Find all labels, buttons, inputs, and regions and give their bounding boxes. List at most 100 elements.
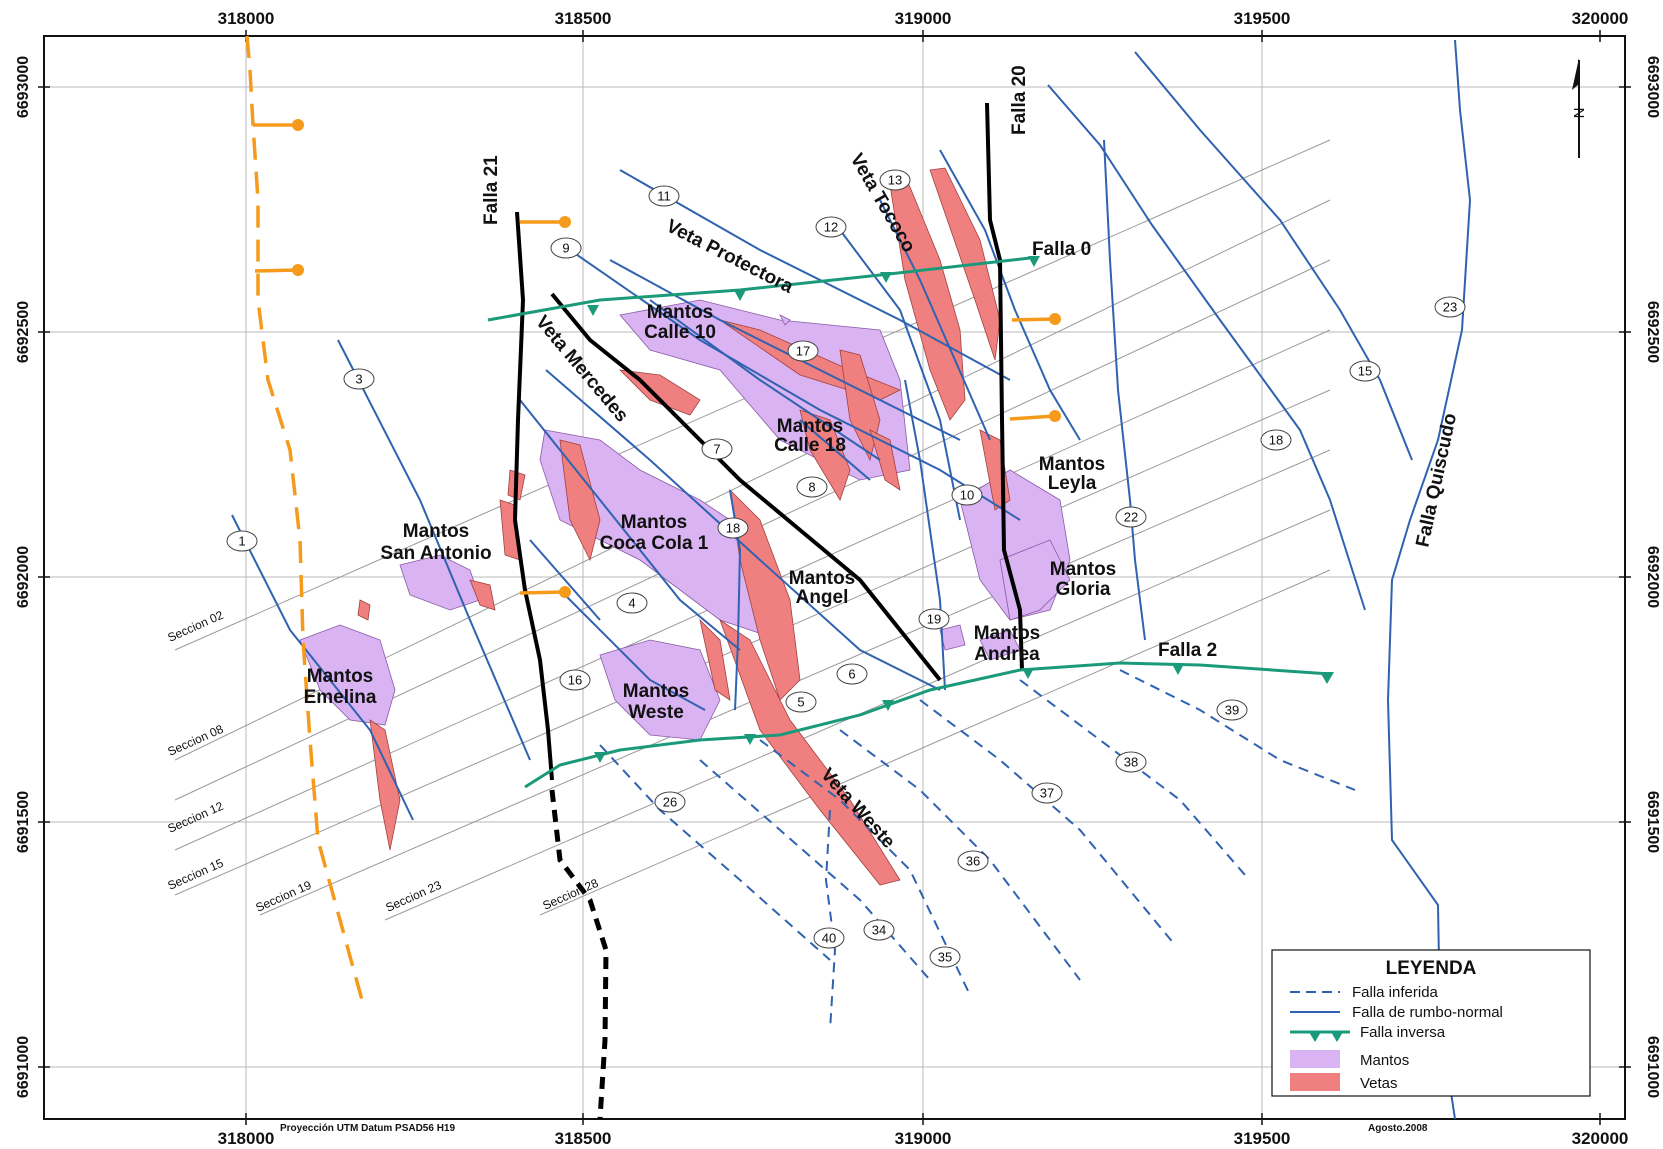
mantos-coca-cola-line1: Mantos bbox=[621, 512, 688, 533]
falla-20-label: Falla 20 bbox=[1009, 65, 1030, 135]
mantos-emelina-line2: Emelina bbox=[304, 687, 377, 708]
x-tick: 319000 bbox=[895, 9, 952, 28]
svg-text:8: 8 bbox=[808, 480, 815, 495]
svg-text:18: 18 bbox=[1269, 433, 1283, 448]
mantos-gloria-line1: Mantos bbox=[1050, 559, 1117, 580]
svg-text:17: 17 bbox=[796, 344, 810, 359]
svg-text:15: 15 bbox=[1358, 364, 1372, 379]
mantos-leyla-line2: Leyla bbox=[1048, 473, 1097, 494]
mantos-coca-cola-line2: Coca Cola 1 bbox=[600, 533, 709, 554]
fault-badge: 34 bbox=[863, 919, 895, 941]
falla-21-dashed bbox=[549, 789, 609, 1120]
svg-text:1: 1 bbox=[238, 534, 245, 549]
mantos-weste-line1: Mantos bbox=[623, 681, 690, 702]
svg-text:37: 37 bbox=[1040, 786, 1054, 801]
svg-text:10: 10 bbox=[960, 488, 974, 503]
mantos-calle-10-line1: Mantos bbox=[647, 302, 714, 323]
mantos-andrea-line2: Andrea bbox=[974, 644, 1040, 665]
svg-text:22: 22 bbox=[1124, 510, 1138, 525]
projection-note: Proyección UTM Datum PSAD56 H19 bbox=[280, 1123, 455, 1134]
mantos-angel-line2: Angel bbox=[796, 587, 849, 608]
falla-21-label: Falla 21 bbox=[481, 155, 502, 225]
legend-swatch-inversa bbox=[1290, 1030, 1350, 1042]
x-tick: 318000 bbox=[218, 1129, 275, 1148]
fault-badge: 8 bbox=[796, 476, 828, 498]
fault-badge: 22 bbox=[1115, 506, 1147, 528]
fault-badge: 9 bbox=[550, 237, 582, 259]
section-label: Seccion 23 bbox=[384, 878, 444, 915]
mantos-san-antonio-line2: San Antonio bbox=[380, 543, 491, 564]
north-label: N bbox=[1571, 108, 1588, 119]
fault-badge: 18 bbox=[1260, 429, 1292, 451]
y-tick: 6692500 bbox=[15, 301, 32, 363]
y-tick: 6692500 bbox=[1644, 301, 1661, 363]
mantos-calle-18-line2: Calle 18 bbox=[774, 435, 846, 456]
legend-title: LEYENDA bbox=[1386, 958, 1477, 979]
y-tick: 6692000 bbox=[15, 546, 32, 608]
legend-item-inversa: Falla inversa bbox=[1360, 1024, 1446, 1041]
y-tick: 6693000 bbox=[15, 56, 32, 118]
svg-text:3: 3 bbox=[355, 372, 362, 387]
x-tick: 318500 bbox=[555, 1129, 612, 1148]
y-tick: 6692000 bbox=[1644, 546, 1661, 608]
mantos-gloria-line2: Gloria bbox=[1056, 579, 1111, 600]
fault-badge: 36 bbox=[957, 850, 989, 872]
fault-badge: 13 bbox=[879, 169, 911, 191]
x-tick: 320000 bbox=[1572, 1129, 1629, 1148]
y-tick: 6691000 bbox=[1644, 1036, 1661, 1098]
x-tick: 320000 bbox=[1572, 9, 1629, 28]
black-faults bbox=[512, 102, 1024, 781]
mantos-calle-18-line1: Mantos bbox=[777, 416, 844, 437]
section-label: Seccion 15 bbox=[166, 856, 226, 893]
svg-text:35: 35 bbox=[938, 950, 952, 965]
section-label: Seccion 12 bbox=[166, 799, 226, 836]
svg-text:4: 4 bbox=[628, 596, 635, 611]
fault-badge: 19 bbox=[918, 608, 950, 630]
y-axis-right: 6693000 6692500 6692000 6691500 6691000 bbox=[1644, 56, 1661, 1098]
svg-text:18: 18 bbox=[726, 521, 740, 536]
orange-fault bbox=[245, 35, 1056, 1001]
mantos-weste-line2: Weste bbox=[628, 702, 684, 723]
falla-0-label: Falla 0 bbox=[1032, 239, 1091, 260]
falla-rumbo-normal-lines bbox=[231, 39, 1472, 1120]
fault-badge: 3 bbox=[343, 368, 375, 390]
fault-badge: 17 bbox=[787, 340, 819, 362]
fault-badge: 12 bbox=[815, 216, 847, 238]
svg-text:7: 7 bbox=[713, 442, 720, 457]
y-tick: 6693000 bbox=[1644, 56, 1661, 118]
svg-text:40: 40 bbox=[822, 931, 836, 946]
svg-text:9: 9 bbox=[562, 241, 569, 256]
legend-item-vetas: Vetas bbox=[1360, 1075, 1398, 1092]
fault-badge: 26 bbox=[654, 791, 686, 813]
x-axis-top: 318000 318500 319000 319500 320000 bbox=[218, 9, 1629, 28]
x-tick: 319500 bbox=[1234, 1129, 1291, 1148]
fault-badge: 16 bbox=[559, 669, 591, 691]
section-label: Seccion 02 bbox=[166, 608, 226, 645]
legend: LEYENDA Falla inferida Falla de rumbo-no… bbox=[1271, 949, 1591, 1097]
svg-text:38: 38 bbox=[1124, 755, 1138, 770]
falla-quiscudo-label: Falla Quiscudo bbox=[1412, 411, 1461, 549]
mantos-calle-10-line2: Calle 10 bbox=[644, 322, 716, 343]
mantos-labels: Mantos Calle 10 Mantos Calle 18 Mantos L… bbox=[304, 302, 1117, 723]
fault-badge: 6 bbox=[836, 663, 868, 685]
fault-badge: 39 bbox=[1216, 699, 1248, 721]
svg-text:34: 34 bbox=[872, 923, 886, 938]
svg-text:5: 5 bbox=[797, 695, 804, 710]
section-label: Seccion 19 bbox=[254, 878, 314, 915]
y-axis-left: 6693000 6692500 6692000 6691500 6691000 bbox=[15, 56, 32, 1098]
mantos-areas bbox=[299, 299, 1071, 741]
fault-badge: 15 bbox=[1349, 360, 1381, 382]
svg-text:6: 6 bbox=[848, 667, 855, 682]
veta-protectora-label: Veta Protectora bbox=[663, 216, 797, 298]
legend-item-rumbo: Falla de rumbo-normal bbox=[1352, 1004, 1503, 1021]
x-tick: 319000 bbox=[895, 1129, 952, 1148]
mantos-leyla-line1: Mantos bbox=[1039, 454, 1106, 475]
orange-ticks bbox=[292, 119, 1061, 598]
y-tick: 6691500 bbox=[1644, 791, 1661, 853]
x-tick: 318000 bbox=[218, 9, 275, 28]
legend-item-mantos: Mantos bbox=[1360, 1052, 1409, 1069]
svg-text:19: 19 bbox=[927, 612, 941, 627]
svg-text:39: 39 bbox=[1225, 703, 1239, 718]
fault-badge: 23 bbox=[1434, 296, 1466, 318]
mantos-andrea-line1: Mantos bbox=[974, 623, 1041, 644]
